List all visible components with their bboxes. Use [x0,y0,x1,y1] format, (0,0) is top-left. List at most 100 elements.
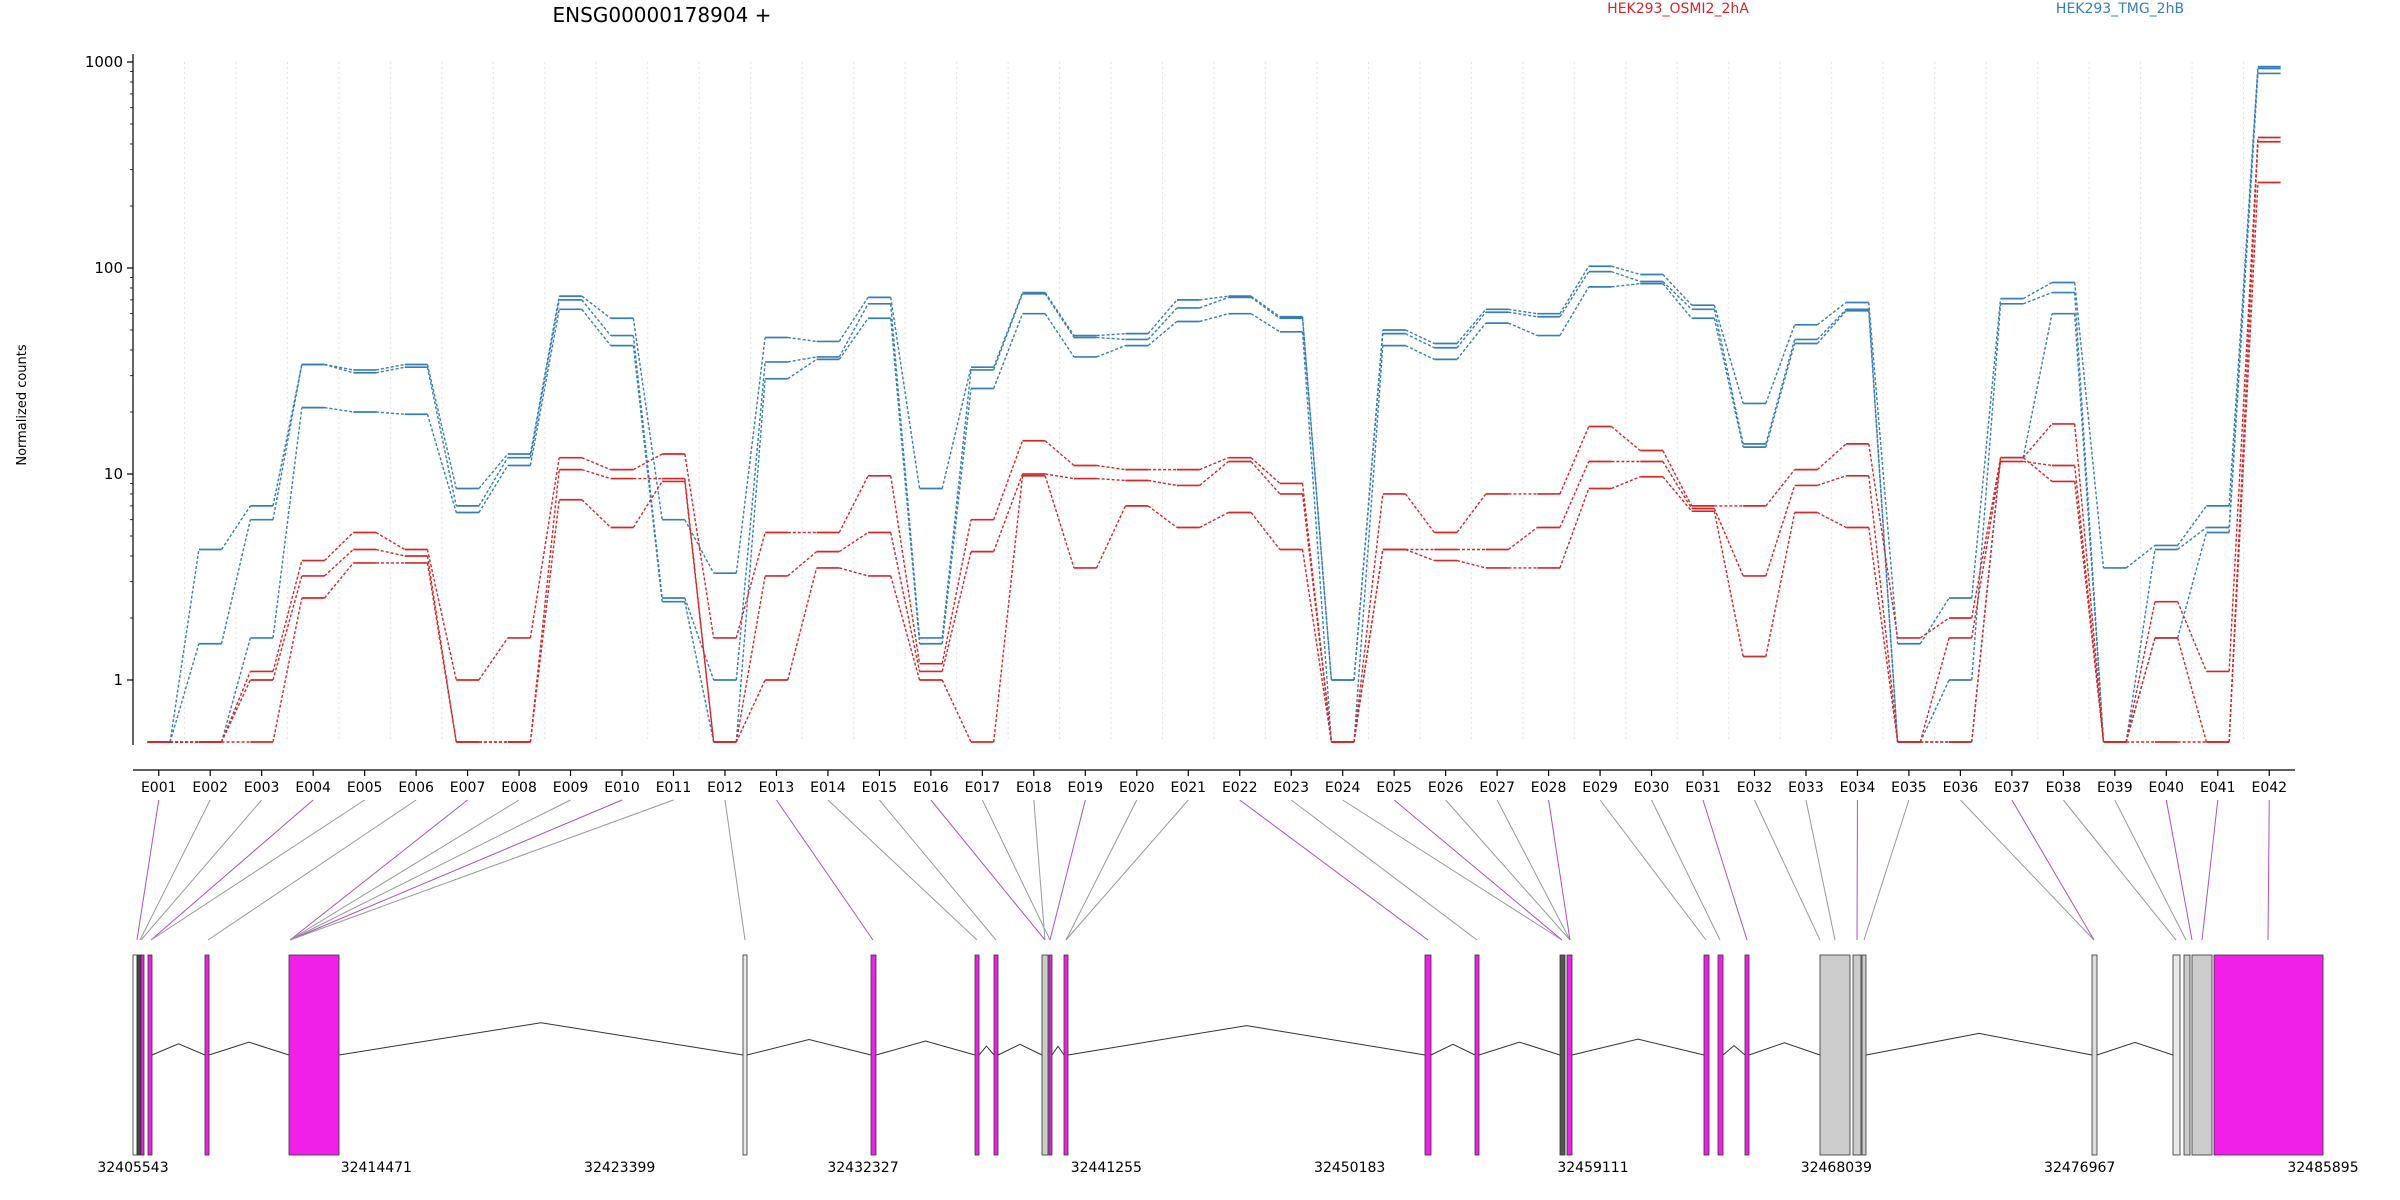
series-transition [581,299,612,336]
x-axis: E001 E002 E003 E004 E005 E006 E007 E008 E009 E010… [133,769,2295,796]
exon-connector [2062,799,2177,941]
intron-line [151,1043,206,1056]
series-transition [1919,679,1950,743]
exon-connector [2165,799,2193,941]
series-lines [147,65,2281,743]
series-transition [1868,302,1899,644]
series-transition [1971,457,2002,619]
exon-connector [1049,799,1086,941]
series-transition [787,551,818,577]
grid-lines [183,62,2245,742]
series-transition [375,531,406,551]
series-transition [220,637,252,743]
x-tick-label: E014 [810,780,846,796]
exon-connector [1651,799,1721,941]
series-transition [1662,461,1693,509]
series-transition [1868,443,1899,639]
series-transition [1508,526,1538,551]
series-transition [1559,271,1590,318]
series-transition [1250,295,1281,318]
exon-block [147,954,153,1156]
series-transition [1817,475,1847,487]
series-transition [1250,512,1281,550]
intron-line [1865,1032,2093,1056]
series-transition [1250,457,1281,484]
series-transition [581,468,611,480]
x-tick-label: E022 [1222,780,1258,796]
exon-connector [140,799,263,941]
x-tick-label: E010 [604,780,640,796]
exon-connector [827,799,978,941]
series-transition [1919,617,1950,639]
series-transition [2177,505,2208,546]
series-transition [1508,322,1538,337]
intron-line [1571,1038,1705,1056]
series-transition [1404,493,1435,533]
series-transition [1559,488,1590,569]
series-transition [1559,426,1590,495]
series-transition [890,532,921,672]
series-transition [220,505,251,550]
series-transition [735,378,766,743]
series-transition [1199,460,1229,486]
series-transition [890,318,921,644]
x-tick-label: E011 [656,780,692,796]
series-transition [1611,270,1641,283]
series-transition [2022,423,2053,459]
series-transition [1971,303,2002,681]
series-transition [1456,559,1486,569]
series-transition [735,361,766,681]
series-transition [632,345,663,602]
exon-block [1852,954,1862,1156]
series-transition [1456,311,1487,349]
exon-connector [1065,799,1189,941]
exon-connector [879,799,997,941]
series-transition [1713,304,1744,404]
intron-line [1051,1045,1065,1056]
x-tick-label: E009 [553,780,589,796]
series-transition [1713,309,1744,445]
exon-connector [1599,799,1707,941]
exon-connector [1702,799,1748,941]
series-transition [1199,296,1229,309]
exon-block [870,954,877,1156]
exon-block [742,954,748,1156]
legend-entry-osmi2: HEK293_OSMI2_2hA [1607,1,1749,17]
series-transition [735,337,766,574]
series-transition [1199,511,1229,529]
exon-block [1744,954,1750,1156]
exon-connector [724,799,746,941]
series-transition [1147,307,1178,340]
series-transition [1765,469,1796,507]
genomic-tick-label: 32423399 [584,1160,655,1176]
series-transition [1611,476,1641,490]
series-transition [581,295,612,319]
x-tick-label: E013 [759,780,795,796]
x-tick-label: E005 [347,780,383,796]
series-transition [2022,457,2053,482]
series-transition [1765,324,1796,404]
intron-line [1748,1042,1821,1056]
series-transition [478,637,509,681]
series-transition [1456,493,1487,533]
series-transition [684,481,715,743]
x-tick-label: E019 [1068,780,1104,796]
series-transition [2125,601,2156,743]
exon-block [1424,954,1432,1156]
exon-connector [2114,799,2187,941]
y-tick-label: 1000 [85,53,123,71]
series-transition [220,679,252,743]
series-transition [1301,331,1333,743]
genomic-tick-label: 32485895 [2287,1160,2358,1176]
series-transition [324,531,354,562]
x-tick-label: E032 [1737,780,1773,796]
exon-connector [150,799,365,941]
series-transition [2176,601,2208,672]
exon-block [1048,954,1053,1156]
series-transition [1044,292,1075,336]
exon-connector-lines [136,799,2270,941]
exon-connector [289,799,468,941]
series-transition [272,597,303,743]
series-transition [993,293,1024,371]
